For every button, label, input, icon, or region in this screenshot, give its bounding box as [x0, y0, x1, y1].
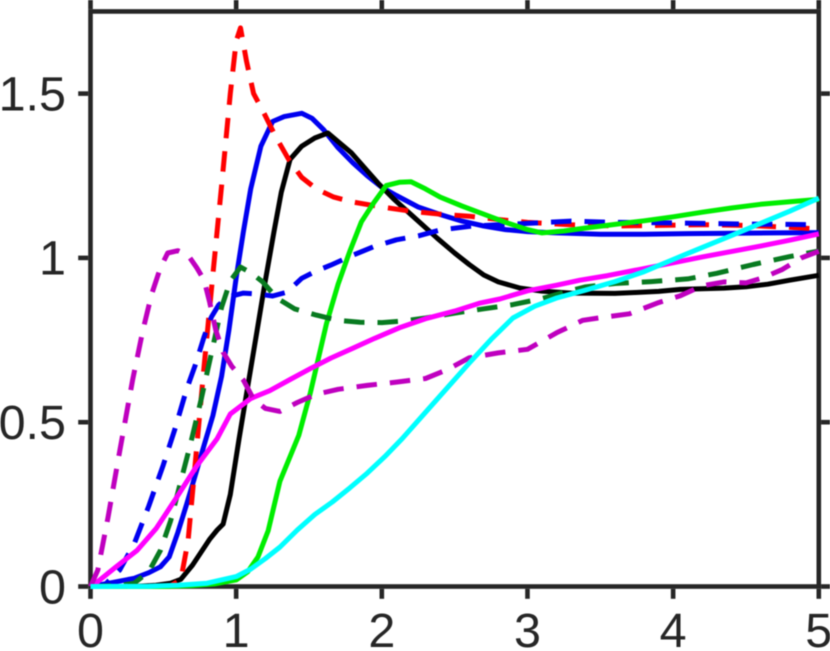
- y-tick-label: 0: [39, 560, 66, 614]
- series-cyan-solid: [90, 195, 820, 589]
- series-black-solid: [90, 130, 820, 589]
- x-tick-label: 1: [223, 604, 250, 651]
- y-tick-label: 1.5: [0, 67, 66, 121]
- y-tick-label: 1: [39, 232, 66, 286]
- x-tick-label: 4: [660, 604, 687, 651]
- y-tick-label: 0.5: [0, 396, 66, 450]
- x-tick-label: 5: [805, 604, 830, 651]
- x-tick-label: 0: [77, 604, 104, 651]
- series-green-solid: [90, 179, 819, 589]
- series-red-dashed: [90, 25, 819, 589]
- series-purple-dashed: [88, 248, 820, 588]
- x-tick-label: 3: [514, 604, 541, 651]
- x-tick-label: 2: [368, 604, 395, 651]
- series-green-dashed: [90, 248, 820, 589]
- plot-box: [88, 9, 822, 589]
- series-blue-dashed: [90, 218, 819, 589]
